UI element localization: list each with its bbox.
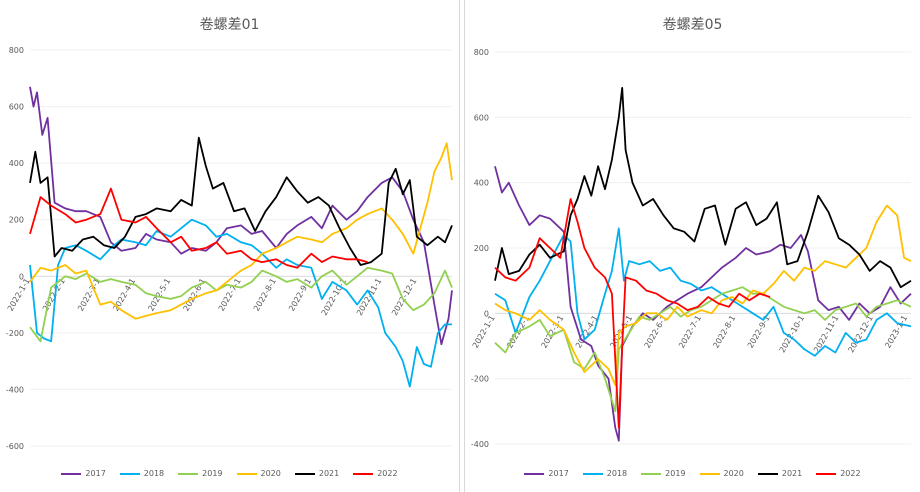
x-tick-label: 2023-1-1	[883, 314, 909, 350]
x-tick-label: 2022-3-1	[540, 314, 566, 350]
legend-swatch	[524, 472, 545, 475]
x-tick-label: 2022-8-1	[711, 314, 737, 350]
legend-item-2017: 2017	[524, 469, 569, 478]
chart-legend: 2017 2018 2019 2020 2021 2022	[0, 469, 459, 478]
x-tick-label: 2022-12-1	[390, 277, 418, 317]
legend-label: 2017	[548, 469, 569, 478]
legend-item-2019: 2019	[641, 469, 686, 478]
legend-label: 2021	[318, 469, 340, 478]
series-line-2019	[494, 286, 912, 413]
x-tick-label: 2022-8-1	[252, 277, 278, 313]
legend-item-2019: 2019	[178, 469, 223, 478]
x-tick-label: 2022-3-1	[76, 277, 102, 313]
y-tick-label: 800	[474, 48, 489, 57]
x-tick-label: 2022-7-1	[217, 277, 243, 313]
series-line-2022	[29, 187, 368, 269]
x-tick-label: 2022-9-1	[746, 314, 772, 350]
series-line-2017	[494, 166, 912, 442]
legend-label: 2019	[665, 469, 686, 478]
y-tick-label: 0	[19, 272, 24, 281]
y-tick-label: 0	[484, 309, 489, 318]
series-line-2020	[494, 204, 912, 387]
x-tick-label: 2022-7-1	[677, 314, 703, 350]
legend-swatch	[236, 472, 257, 475]
legend-label: 2017	[85, 469, 106, 478]
legend-item-2018: 2018	[582, 469, 628, 478]
series-line-2021	[29, 136, 453, 266]
legend-item-2021: 2021	[294, 469, 340, 478]
legend-label: 2018	[606, 469, 628, 478]
legend-item-2022: 2022	[816, 469, 861, 478]
chart-title: 卷螺差05	[662, 17, 723, 33]
legend-label: 2022	[840, 469, 861, 478]
series-line-2017	[29, 86, 453, 346]
chart-legend: 2017 2018 2019 2020 2021 2022	[465, 469, 920, 478]
y-tick-label: -400	[6, 385, 24, 394]
y-tick-label: 600	[474, 113, 489, 122]
legend-label: 2019	[202, 469, 223, 478]
series-line-2018	[494, 227, 912, 357]
legend-item-2020: 2020	[699, 469, 744, 478]
x-tick-label: 2022-1-1	[6, 277, 32, 313]
x-tick-label: 2022-1-1	[471, 314, 497, 350]
legend-label: 2018	[143, 469, 165, 478]
legend-swatch	[178, 472, 199, 475]
y-tick-label: -200	[471, 375, 489, 384]
legend-label: 2022	[377, 469, 398, 478]
chart-panel-right: 卷螺差05 -400 -200 0 200 400 600 800 2022-1-1 2022-…	[464, 0, 920, 492]
legend-item-2021: 2021	[757, 469, 803, 478]
y-tick-label: 200	[474, 244, 489, 253]
legend-item-2018: 2018	[119, 469, 165, 478]
y-tick-label: -400	[471, 440, 489, 449]
series-line-2021	[494, 87, 912, 289]
legend-swatch	[353, 472, 374, 475]
legend-item-2017: 2017	[61, 469, 106, 478]
y-tick-label: 800	[9, 46, 24, 55]
legend-swatch	[699, 472, 720, 475]
y-tick-label: 400	[474, 179, 489, 188]
legend-swatch	[816, 472, 837, 475]
legend-label: 2020	[723, 469, 744, 478]
legend-label: 2020	[260, 469, 281, 478]
legend-swatch	[119, 472, 140, 475]
legend-swatch	[294, 472, 315, 475]
series-line-2019	[29, 266, 453, 343]
legend-swatch	[582, 472, 603, 475]
series-line-2020	[29, 142, 453, 320]
y-tick-label: -200	[6, 329, 24, 338]
y-tick-label: 400	[9, 159, 24, 168]
x-tick-label: 2022-9-1	[287, 277, 313, 313]
legend-swatch	[61, 472, 82, 475]
y-tick-label: 600	[9, 103, 24, 112]
series-line-2018	[29, 218, 452, 388]
legend-item-2022: 2022	[353, 469, 398, 478]
legend-item-2020: 2020	[236, 469, 281, 478]
chart-panel-left: 卷螺差01 -600 -400 -200 0 200 400 600 800 2022-1-1 2…	[0, 0, 460, 492]
chart-title: 卷螺差01	[199, 17, 260, 33]
legend-label: 2021	[781, 469, 803, 478]
x-tick-label: 2022-12-1	[846, 314, 874, 354]
legend-swatch	[757, 472, 778, 475]
y-tick-label: 200	[9, 216, 24, 225]
legend-swatch	[641, 472, 662, 475]
y-tick-label: -600	[6, 442, 24, 451]
series-line-2022	[494, 198, 771, 429]
